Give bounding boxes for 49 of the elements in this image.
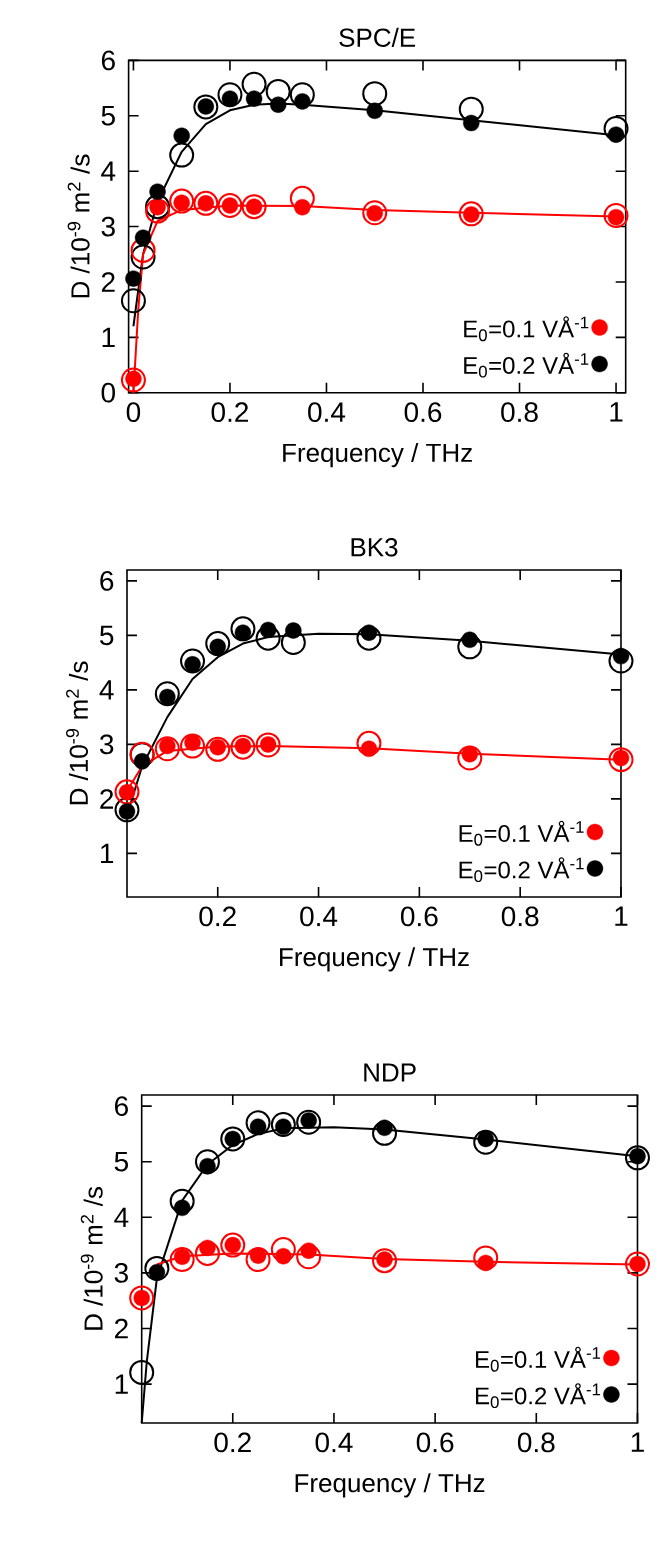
y-tick-label: 1 [102,327,115,347]
legend-label: E$_{0}$=0.2 VÅ$^{-1}$ [464,352,589,378]
legend-label: E$_{0}$=0.1 VÅ$^{-1}$ [459,820,584,846]
x-axis-title: Frequency / THz [283,442,472,468]
x-tick-label: 0.8 [501,906,539,927]
y-tick-label: 4 [99,680,114,700]
y-tick-label: 6 [101,50,115,71]
x-tick-label: 0.8 [501,402,538,423]
legend-label: E$_{0}$=0.1 VÅ$^{-1}$ [464,316,589,342]
x-axis-title: Frequency / THz [280,947,469,972]
x-tick-label: 0.6 [416,1432,454,1453]
y-tick-label: 3 [101,216,115,237]
x-tick-label: 0.4 [315,1432,353,1453]
y-tick-label: 6 [100,571,114,591]
chart-title: BK3 [351,538,398,557]
x-axis-title: Frequency / THz [295,1473,485,1498]
x-tick-label: 0.4 [308,402,346,423]
y-tick-label: 2 [115,1318,128,1339]
y-tick-label: 2 [100,789,114,809]
legend-label: E$_{0}$=0.2 VÅ$^{-1}$ [476,1383,601,1409]
y-axis-title: D /10$^{-9}$ m$^{2}$ /s [66,661,89,805]
x-tick-label: 0.2 [211,402,248,423]
y-tick-label: 1 [115,1374,128,1394]
y-tick-label: 5 [114,1151,128,1172]
x-tick-label: 0.8 [517,1432,555,1453]
x-tick-label: 0.6 [401,906,438,927]
chart-title: SPC/E [339,27,416,47]
x-tick-label: 0.6 [404,402,442,423]
x-tick-label: 1 [610,402,623,422]
y-tick-label: 5 [100,625,114,646]
y-axis-title: D /10$^{-9}$ m$^{2}$ /s [80,1187,103,1330]
x-tick-label: 0.2 [199,906,236,927]
y-tick-label: 2 [101,272,115,292]
legend-label: E$_{0}$=0.1 VÅ$^{-1}$ [476,1346,601,1372]
x-tick-label: 0.4 [300,906,338,927]
legend-label: E$_{0}$=0.2 VÅ$^{-1}$ [459,857,584,883]
x-tick-label: 0.2 [214,1432,251,1453]
y-tick-label: 4 [114,1207,129,1227]
x-tick-label: 1 [631,1432,644,1452]
y-tick-label: 3 [114,1263,128,1283]
y-tick-label: 3 [99,734,114,755]
y-tick-label: 0 [101,382,115,403]
chart-title: NDP [364,1063,416,1082]
y-axis-title: D /10$^{-9}$ m$^{2}$ /s [67,154,90,298]
y-tick-label: 4 [101,161,116,181]
y-tick-label: 6 [115,1096,128,1117]
y-tick-label: 5 [101,106,115,126]
x-tick-label: 1 [615,906,628,926]
y-tick-label: 1 [101,843,114,864]
